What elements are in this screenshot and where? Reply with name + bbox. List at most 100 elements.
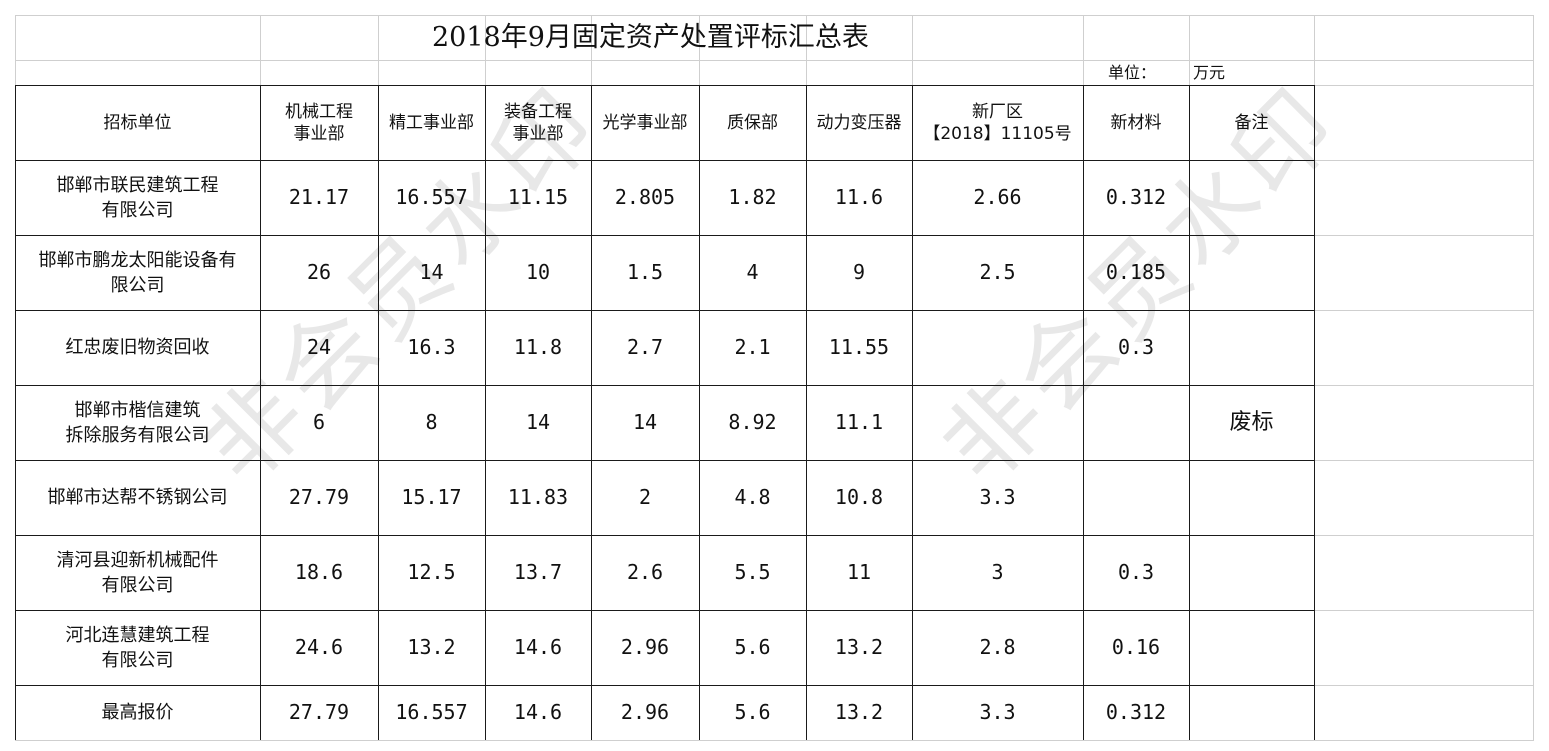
table-border-horizontal <box>15 460 1315 461</box>
bid-value: 13.2 <box>834 635 884 659</box>
bid-value: 2.8 <box>979 635 1016 659</box>
table-border-vertical <box>1189 85 1190 740</box>
bid-value <box>912 385 1083 460</box>
remark-cell <box>1189 535 1314 610</box>
grid-line-horizontal <box>15 740 1534 741</box>
bid-value: 8 <box>425 410 438 434</box>
bid-value: 11.1 <box>834 410 884 434</box>
bid-value: 11.83 <box>507 485 569 509</box>
bidder-name: 河北连慧建筑工程 有限公司 <box>65 624 210 671</box>
bid-value: 0.312 <box>1105 700 1167 724</box>
table-border-vertical <box>485 85 486 740</box>
bid-value: 2.96 <box>620 700 670 724</box>
bid-value: 3.3 <box>979 485 1016 509</box>
bid-value: 2.6 <box>626 560 664 584</box>
bid-value: 5.6 <box>734 700 771 724</box>
table-border-vertical <box>378 85 379 740</box>
page-title: 2018年9月固定资产处置评标汇总表 <box>432 22 869 53</box>
bid-value: 11 <box>846 560 872 584</box>
bid-value: 11.15 <box>507 185 569 209</box>
bid-value: 13.2 <box>834 700 884 724</box>
bid-value: 14 <box>525 410 551 434</box>
bidder-name: 邯郸市楷信建筑 拆除服务有限公司 <box>65 399 210 446</box>
remark-cell <box>1189 685 1314 740</box>
table-border-horizontal <box>15 385 1315 386</box>
column-header: 精工事业部 <box>389 112 474 133</box>
remark-cell <box>1189 310 1314 385</box>
table-border-horizontal <box>15 535 1315 536</box>
bidder-name: 邯郸市达帮不锈钢公司 <box>47 487 228 508</box>
remark-cell <box>1189 460 1314 535</box>
bid-value: 2.805 <box>614 185 676 209</box>
remark-cell <box>1189 160 1314 235</box>
bid-value: 10 <box>525 260 551 284</box>
bid-value: 6 <box>312 410 326 434</box>
remark-cell <box>1189 610 1314 685</box>
bidder-name: 清河县迎新机械配件 有限公司 <box>56 549 219 596</box>
bid-value: 3.3 <box>979 700 1016 724</box>
grid-line-horizontal <box>15 60 1534 61</box>
bidder-name: 最高报价 <box>101 702 174 723</box>
bid-value: 5.6 <box>734 635 771 659</box>
column-header: 光学事业部 <box>602 112 688 133</box>
bid-value: 14.6 <box>513 635 563 659</box>
table-border-horizontal <box>15 610 1315 611</box>
bid-value: 1.82 <box>728 185 777 209</box>
table-border-horizontal <box>15 85 1315 86</box>
bid-value <box>1083 385 1189 460</box>
bid-value: 11.55 <box>828 335 890 359</box>
column-header: 新材料 <box>1110 112 1162 133</box>
bid-value: 0.185 <box>1105 260 1167 284</box>
grid-line-vertical <box>1533 15 1534 740</box>
bid-value: 0.312 <box>1105 185 1167 209</box>
bid-value: 14 <box>632 410 658 434</box>
column-header: 新厂区 【2018】11105号 <box>923 101 1072 144</box>
column-header: 装备工程 事业部 <box>504 101 572 144</box>
table-border-vertical <box>15 85 16 740</box>
unit-label: 单位： <box>1108 63 1157 82</box>
column-header: 动力变压器 <box>816 112 902 133</box>
table-border-vertical <box>806 85 807 740</box>
bid-value: 26 <box>306 260 332 284</box>
bid-value: 21.17 <box>288 185 350 209</box>
bid-value: 18.6 <box>294 560 344 584</box>
bid-value: 4 <box>746 260 759 284</box>
column-header: 招标单位 <box>103 112 172 133</box>
bid-value: 27.79 <box>288 485 350 509</box>
column-header: 机械工程 事业部 <box>285 101 353 144</box>
bid-value: 5.5 <box>734 560 771 584</box>
table-border-horizontal <box>15 235 1315 236</box>
bid-value: 24.6 <box>294 635 344 659</box>
bidder-name: 邯郸市联民建筑工程 有限公司 <box>56 174 219 221</box>
table-border-vertical <box>260 85 261 740</box>
bid-value: 0.16 <box>1111 635 1161 659</box>
bid-value: 2.5 <box>979 260 1016 284</box>
table-border-vertical <box>1314 85 1315 740</box>
bid-value: 11.8 <box>513 335 563 359</box>
table-border-vertical <box>591 85 592 740</box>
bid-value: 2 <box>638 485 652 509</box>
bid-value: 8.92 <box>728 410 777 434</box>
remark-cell: 废标 <box>1229 410 1274 435</box>
bid-value: 9 <box>852 260 866 284</box>
bid-value: 14.6 <box>513 700 563 724</box>
grid-line-horizontal <box>15 15 1534 16</box>
table-border-vertical <box>699 85 700 740</box>
bid-value: 1.5 <box>626 260 664 284</box>
bid-value <box>1083 460 1189 535</box>
bid-value: 15.17 <box>401 485 462 509</box>
table-border-horizontal <box>15 310 1315 311</box>
remark-cell <box>1189 235 1314 310</box>
bid-value: 13.2 <box>407 635 456 659</box>
column-header: 质保部 <box>727 112 778 133</box>
bid-value: 16.3 <box>407 335 456 359</box>
column-header: 备注 <box>1234 112 1269 133</box>
bid-value: 27.79 <box>288 700 350 724</box>
bidder-name: 邯郸市鹏龙太阳能设备有 限公司 <box>38 249 237 296</box>
table-border-vertical <box>1083 85 1084 740</box>
bid-value: 10.8 <box>834 485 884 509</box>
bid-value: 16.557 <box>395 185 468 209</box>
table-border-vertical <box>912 85 913 740</box>
bid-value: 0.3 <box>1117 560 1155 584</box>
